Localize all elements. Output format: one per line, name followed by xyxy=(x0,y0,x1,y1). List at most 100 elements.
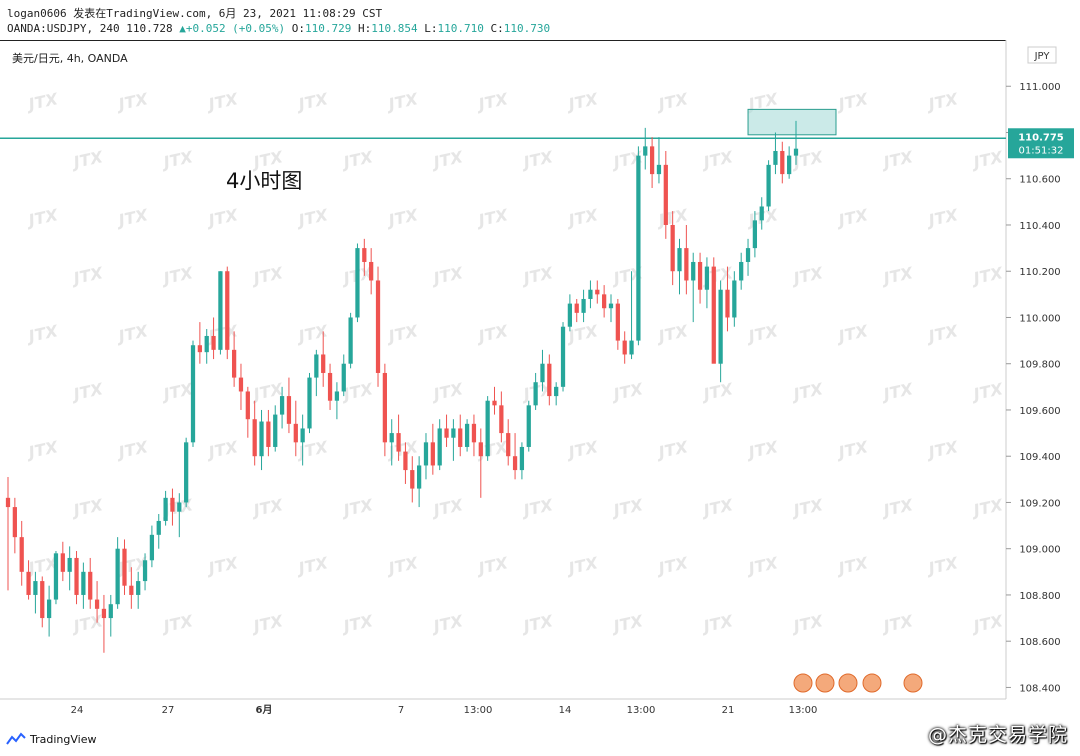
candle xyxy=(745,238,751,276)
watermark-mark: JTX xyxy=(789,495,825,520)
candle xyxy=(170,488,175,526)
publish-info-text: logan0606 发表在TradingView.com, 6月 23, 202… xyxy=(7,7,383,20)
symbol-text: OANDA:USDJPY, 240 xyxy=(7,22,120,35)
candle xyxy=(725,266,730,332)
ohlc-info: OANDA:USDJPY, 240 110.728 ▲+0.052 (+0.05… xyxy=(7,22,550,35)
candle xyxy=(464,419,470,452)
candle xyxy=(225,266,230,360)
watermark-mark: JTX xyxy=(924,553,960,578)
watermark-mark: JTX xyxy=(969,379,1005,404)
candle xyxy=(369,248,374,295)
price-chart[interactable]: JTX JTX JTX JTX JTX JTX JTX JTX JTX JTX JTX JTX JTX J… xyxy=(0,40,1080,722)
watermark-mark: JTX xyxy=(834,321,870,346)
watermark-mark: JTX xyxy=(114,89,150,114)
watermark-mark: JTX xyxy=(519,263,555,288)
watermark-mark: JTX xyxy=(834,205,870,230)
watermark-mark: JTX xyxy=(834,89,870,114)
watermark-mark: JTX xyxy=(384,205,420,230)
event-flag-icon[interactable] xyxy=(793,673,813,693)
candle xyxy=(677,238,682,295)
candle xyxy=(526,400,531,452)
candle xyxy=(67,546,72,591)
countdown-label: 01:51:32 xyxy=(1019,145,1064,156)
publish-info: logan0606 发表在TradingView.com, 6月 23, 202… xyxy=(7,5,382,21)
watermark-mark: JTX xyxy=(474,321,510,346)
event-flag-icon[interactable] xyxy=(838,673,858,693)
watermark-mark: JTX xyxy=(294,205,330,230)
watermark-mark: JTX xyxy=(834,437,870,462)
watermark-mark: JTX xyxy=(384,321,420,346)
candlestick-series xyxy=(5,120,799,653)
candle xyxy=(53,551,59,605)
candle xyxy=(88,557,93,609)
y-tick-label: 108.400 xyxy=(1019,683,1060,694)
y-tick-label: 109.000 xyxy=(1019,545,1060,556)
candle xyxy=(307,372,312,434)
watermark-mark: JTX xyxy=(294,437,330,462)
candle xyxy=(602,285,607,318)
y-tick-label: 109.200 xyxy=(1019,498,1060,509)
watermark-mark: JTX xyxy=(429,611,465,636)
resistance-zone xyxy=(747,108,837,136)
event-markers[interactable] xyxy=(793,673,923,693)
event-flag-icon[interactable] xyxy=(903,673,923,693)
event-flag-icon[interactable] xyxy=(862,673,882,693)
candle xyxy=(780,141,785,184)
candle xyxy=(711,257,716,364)
watermark-mark: JTX xyxy=(654,321,690,346)
watermark-mark: JTX xyxy=(519,495,555,520)
watermark-mark: JTX xyxy=(24,321,60,346)
candle xyxy=(341,354,346,397)
watermark-mark: JTX xyxy=(609,379,645,404)
candle xyxy=(560,322,566,392)
x-tick-label: 27 xyxy=(162,705,175,716)
y-tick-label: 108.800 xyxy=(1019,591,1060,602)
watermark-mark: JTX xyxy=(114,205,150,230)
candle xyxy=(136,571,141,609)
candle xyxy=(649,137,655,188)
watermark-mark: JTX xyxy=(294,321,330,346)
candle xyxy=(547,354,552,406)
tradingview-logo[interactable]: TradingView xyxy=(6,732,96,746)
watermark-mark: JTX xyxy=(969,263,1005,288)
candle xyxy=(334,382,340,420)
currency-box[interactable] xyxy=(1027,46,1057,64)
candle xyxy=(321,331,326,387)
low-value: 110.710 xyxy=(437,22,484,35)
x-axis-ticks: 24 27 6月 7 13:00 14 13:00 21 13:00 xyxy=(71,704,818,716)
watermark-mark: JTX xyxy=(69,379,105,404)
x-tick-label: 14 xyxy=(559,705,572,716)
watermark-mark: JTX xyxy=(789,611,825,636)
background-watermark: JTX JTX JTX JTX JTX JTX JTX JTX JTX JTX JTX JTX JTX J… xyxy=(24,89,1005,636)
candle xyxy=(142,553,148,591)
event-flag-icon[interactable] xyxy=(815,673,835,693)
candle xyxy=(26,560,31,600)
candle xyxy=(444,414,449,447)
candle xyxy=(348,312,353,369)
watermark-mark: JTX xyxy=(429,495,465,520)
candle xyxy=(81,562,86,609)
watermark-mark: JTX xyxy=(519,147,555,172)
watermark-mark: JTX xyxy=(159,263,195,288)
candle xyxy=(218,271,223,355)
candle xyxy=(554,382,559,406)
watermark-mark: JTX xyxy=(519,611,555,636)
watermark-mark: JTX xyxy=(699,263,735,288)
x-tick-label: 24 xyxy=(71,705,84,716)
candle xyxy=(293,400,298,457)
watermark-mark: JTX xyxy=(24,437,60,462)
open-value: 110.729 xyxy=(305,22,352,35)
watermark-mark: JTX xyxy=(924,89,960,114)
candle xyxy=(437,419,442,471)
watermark-mark: JTX xyxy=(429,379,465,404)
candle xyxy=(245,386,250,438)
candle xyxy=(458,414,463,457)
candle xyxy=(478,428,483,498)
watermark-mark: JTX xyxy=(699,495,735,520)
watermark-mark: JTX xyxy=(699,611,735,636)
candle xyxy=(190,340,196,447)
watermark-mark: JTX xyxy=(654,89,690,114)
chart-header: logan0606 发表在TradingView.com, 6月 23, 202… xyxy=(0,0,1080,41)
watermark-mark: JTX xyxy=(699,379,735,404)
watermark-mark: JTX xyxy=(924,321,960,346)
